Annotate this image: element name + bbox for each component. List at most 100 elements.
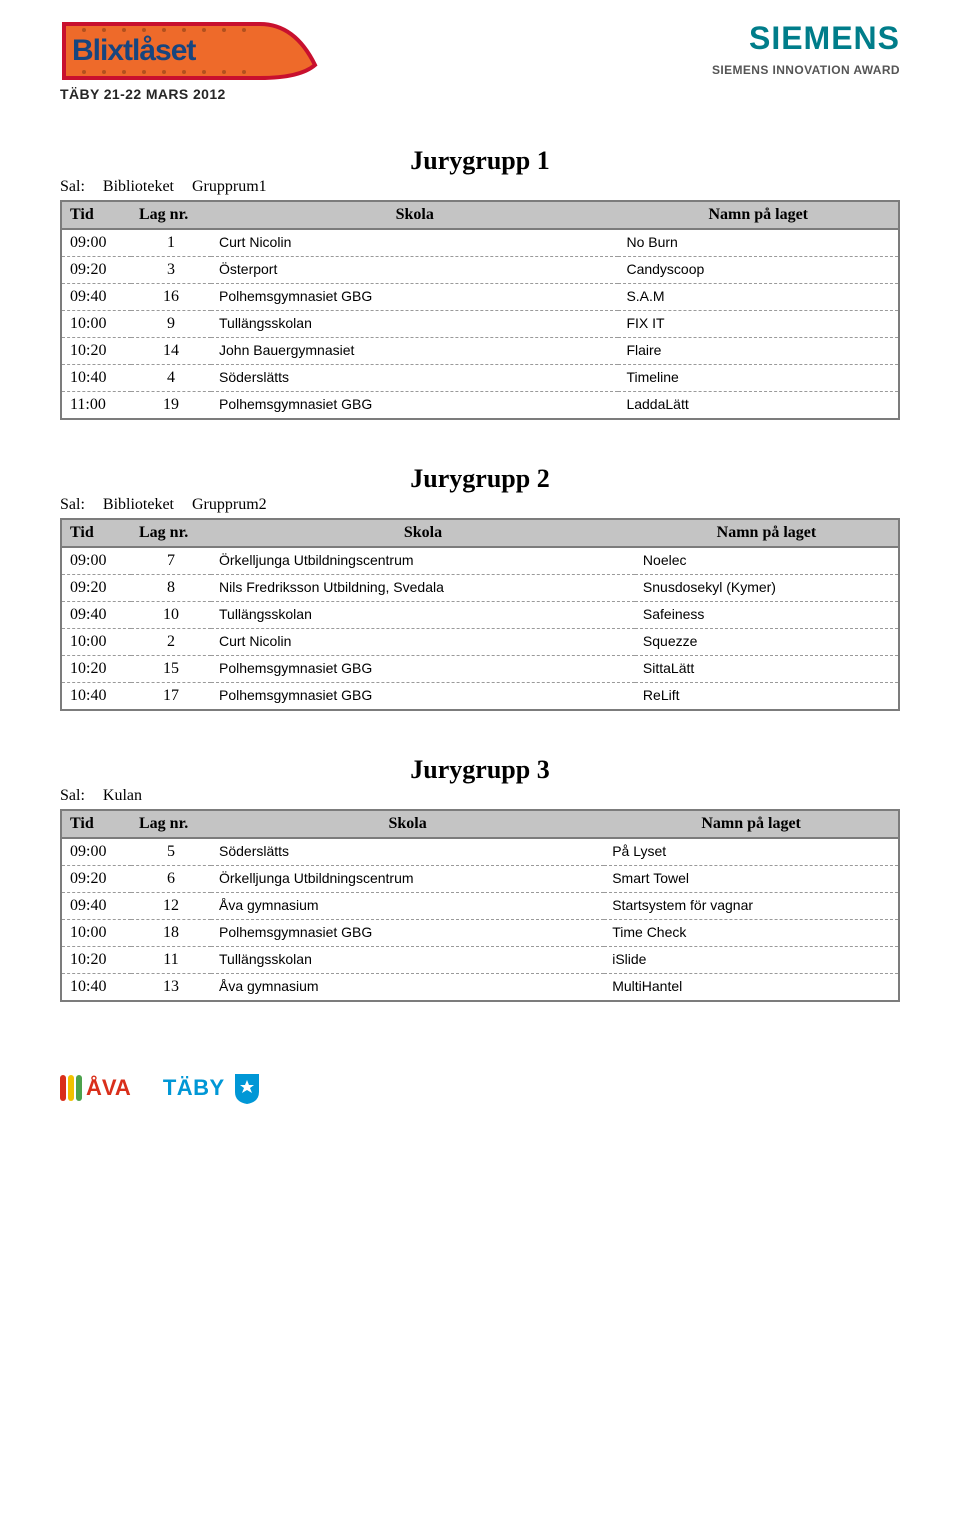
cell-namn: LaddaLätt: [618, 392, 899, 420]
col-header-lagnr: Lag nr.: [131, 810, 211, 838]
table-row: 10:0018Polhemsgymnasiet GBGTime Check: [61, 920, 899, 947]
cell-skola: Tullängsskolan: [211, 602, 635, 629]
col-header-lagnr: Lag nr.: [131, 201, 211, 229]
table-row: 10:4013Åva gymnasiumMultiHantel: [61, 974, 899, 1002]
cell-skola: Polhemsgymnasiet GBG: [211, 656, 635, 683]
table-row: 10:2015Polhemsgymnasiet GBGSittaLätt: [61, 656, 899, 683]
cell-namn: Safeiness: [635, 602, 899, 629]
cell-nr: 19: [131, 392, 211, 420]
jury-table: TidLag nr.SkolaNamn på laget09:005Söders…: [60, 809, 900, 1002]
jury-group-section: Jurygrupp 2 Sal:BiblioteketGrupprum2 TidLa…: [60, 464, 900, 711]
table-row: 10:2011TullängsskolaniSlide: [61, 947, 899, 974]
blixtlaset-logo: Blixtlåset: [60, 20, 320, 82]
cell-namn: Time Check: [604, 920, 899, 947]
table-row: 10:4017Polhemsgymnasiet GBGReLift: [61, 683, 899, 711]
cell-namn: ReLift: [635, 683, 899, 711]
cell-nr: 15: [131, 656, 211, 683]
siemens-subtitle: SIEMENS INNOVATION AWARD: [712, 63, 900, 77]
room-label: Sal:: [60, 178, 85, 195]
cell-nr: 12: [131, 893, 211, 920]
cell-tid: 09:20: [61, 575, 131, 602]
cell-nr: 16: [131, 284, 211, 311]
cell-skola: Nils Fredriksson Utbildning, Svedala: [211, 575, 635, 602]
cell-tid: 09:40: [61, 284, 131, 311]
cell-tid: 11:00: [61, 392, 131, 420]
cell-nr: 17: [131, 683, 211, 711]
group-title: Jurygrupp 3: [60, 755, 900, 785]
cell-tid: 09:40: [61, 602, 131, 629]
cell-nr: 8: [131, 575, 211, 602]
cell-namn: Snusdosekyl (Kymer): [635, 575, 899, 602]
cell-tid: 10:00: [61, 311, 131, 338]
cell-namn: MultiHantel: [604, 974, 899, 1002]
cell-tid: 10:00: [61, 629, 131, 656]
cell-skola: Tullängsskolan: [211, 311, 618, 338]
table-row: 09:007Örkelljunga UtbildningscentrumNoel…: [61, 547, 899, 575]
table-row: 09:4010TullängsskolanSafeiness: [61, 602, 899, 629]
cell-skola: Polhemsgymnasiet GBG: [211, 392, 618, 420]
cell-tid: 09:40: [61, 893, 131, 920]
col-header-lagnr: Lag nr.: [131, 519, 211, 547]
cell-skola: John Bauergymnasiet: [211, 338, 618, 365]
taby-logo: TÄBY: [163, 1072, 261, 1104]
cell-tid: 10:20: [61, 947, 131, 974]
room-place: Biblioteket: [103, 496, 174, 513]
cell-nr: 5: [131, 838, 211, 866]
table-row: 10:404SöderslättsTimeline: [61, 365, 899, 392]
table-row: 09:4016Polhemsgymnasiet GBGS.A.M: [61, 284, 899, 311]
cell-tid: 09:00: [61, 229, 131, 257]
cell-skola: Curt Nicolin: [211, 229, 618, 257]
room-line: Sal:BiblioteketGrupprum2: [60, 496, 900, 514]
cell-nr: 9: [131, 311, 211, 338]
sponsor-block: SIEMENS SIEMENS INNOVATION AWARD: [712, 20, 900, 77]
cell-namn: Noelec: [635, 547, 899, 575]
cell-skola: Örkelljunga Utbildningscentrum: [211, 547, 635, 575]
taby-shield-icon: [233, 1072, 261, 1104]
cell-skola: Österport: [211, 257, 618, 284]
cell-nr: 6: [131, 866, 211, 893]
room-place: Kulan: [103, 787, 142, 804]
col-header-skola: Skola: [211, 519, 635, 547]
table-row: 09:4012Åva gymnasiumStartsystem för vagn…: [61, 893, 899, 920]
col-header-tid: Tid: [61, 519, 131, 547]
group-title: Jurygrupp 2: [60, 464, 900, 494]
page-header: Blixtlåset TÄBY 21-22 MARS 2012 SIEMENS …: [60, 20, 900, 102]
jury-group-section: Jurygrupp 1Sal:BiblioteketGrupprum1TidLa…: [60, 146, 900, 420]
table-row: 10:009TullängsskolanFIX IT: [61, 311, 899, 338]
cell-skola: Åva gymnasium: [211, 893, 604, 920]
ava-bars-icon: [60, 1075, 82, 1101]
event-subtitle: TÄBY 21-22 MARS 2012: [60, 86, 320, 102]
cell-tid: 10:40: [61, 365, 131, 392]
cell-skola: Polhemsgymnasiet GBG: [211, 683, 635, 711]
cell-nr: 13: [131, 974, 211, 1002]
cell-nr: 18: [131, 920, 211, 947]
cell-nr: 2: [131, 629, 211, 656]
cell-skola: Åva gymnasium: [211, 974, 604, 1002]
room-name: Grupprum1: [192, 178, 267, 195]
cell-nr: 14: [131, 338, 211, 365]
footer-logos: ÅVA TÄBY: [60, 1072, 900, 1104]
cell-namn: SittaLätt: [635, 656, 899, 683]
table-row: 09:001Curt NicolinNo Burn: [61, 229, 899, 257]
cell-tid: 10:20: [61, 656, 131, 683]
col-header-namn: Namn på laget: [604, 810, 899, 838]
cell-tid: 10:00: [61, 920, 131, 947]
cell-tid: 09:00: [61, 838, 131, 866]
jury-group-section: Jurygrupp 3Sal:KulanTidLag nr.SkolaNamn …: [60, 755, 900, 1002]
cell-nr: 4: [131, 365, 211, 392]
room-label: Sal:: [60, 787, 85, 804]
cell-namn: Candyscoop: [618, 257, 899, 284]
table-row: 09:208Nils Fredriksson Utbildning, Sveda…: [61, 575, 899, 602]
table-row: 09:005SöderslättsPå Lyset: [61, 838, 899, 866]
cell-namn: No Burn: [618, 229, 899, 257]
table-row: 09:206Örkelljunga UtbildningscentrumSmar…: [61, 866, 899, 893]
table-row: 10:002Curt NicolinSquezze: [61, 629, 899, 656]
group-title: Jurygrupp 1: [60, 146, 900, 176]
cell-namn: Squezze: [635, 629, 899, 656]
col-header-namn: Namn på laget: [635, 519, 899, 547]
cell-namn: S.A.M: [618, 284, 899, 311]
cell-tid: 09:20: [61, 257, 131, 284]
cell-skola: Curt Nicolin: [211, 629, 635, 656]
cell-namn: iSlide: [604, 947, 899, 974]
cell-namn: Startsystem för vagnar: [604, 893, 899, 920]
